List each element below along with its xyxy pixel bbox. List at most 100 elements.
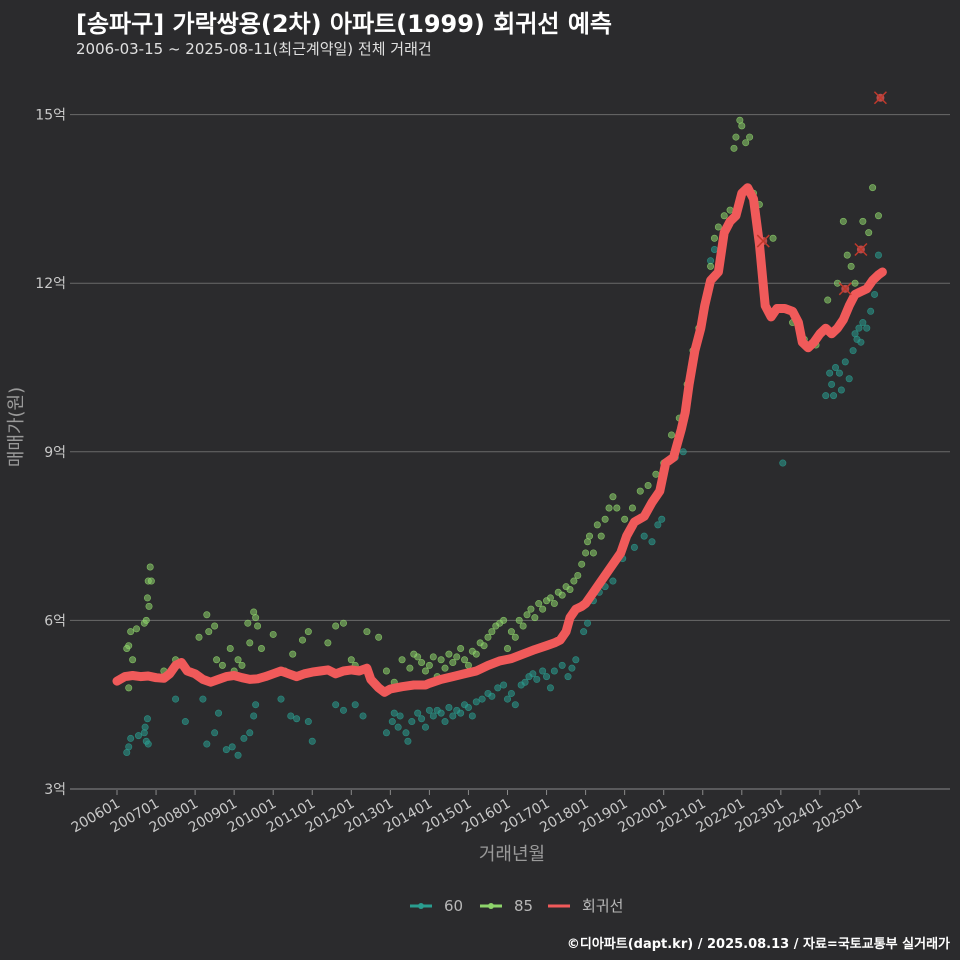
data-point-85 <box>437 656 445 664</box>
data-point-60 <box>710 245 718 253</box>
data-point-60 <box>143 715 151 723</box>
data-point-60 <box>841 358 849 366</box>
legend-label: 85 <box>514 897 533 915</box>
data-point-85 <box>246 639 254 647</box>
data-point-85 <box>874 212 882 220</box>
data-point-85 <box>869 184 877 192</box>
data-point-85 <box>484 633 492 641</box>
data-point-60 <box>494 684 502 692</box>
data-point-60 <box>125 743 133 751</box>
data-point-85 <box>429 653 437 661</box>
legend-item-s85: 85 <box>480 897 533 915</box>
y-tick-labels: 3억 6억 9억 12억 15억 <box>35 108 66 798</box>
data-point-85 <box>142 616 150 624</box>
outlier-marker <box>873 91 887 105</box>
data-point-60 <box>654 521 662 529</box>
data-point-60 <box>855 324 863 332</box>
data-point-60 <box>234 751 242 759</box>
data-point-85 <box>147 577 155 585</box>
data-point-85 <box>550 600 558 608</box>
gridlines <box>70 114 950 795</box>
data-point-60 <box>252 701 260 709</box>
data-point-85 <box>418 659 426 667</box>
data-point-85 <box>515 616 523 624</box>
data-point-85 <box>605 504 613 512</box>
data-point-85 <box>644 482 652 490</box>
data-point-60 <box>228 743 236 751</box>
data-point-60 <box>304 718 312 726</box>
data-point-60 <box>388 718 396 726</box>
data-point-85 <box>244 619 252 627</box>
data-point-85 <box>234 656 242 664</box>
data-point-85 <box>824 296 832 304</box>
data-point-85 <box>398 656 406 664</box>
data-point-60 <box>837 386 845 394</box>
data-point-85 <box>847 262 855 270</box>
data-point-60 <box>584 619 592 627</box>
data-point-85 <box>127 628 135 636</box>
data-point-85 <box>710 234 718 242</box>
data-point-85 <box>133 625 141 633</box>
y-tick-label: 12억 <box>35 276 66 292</box>
data-point-85 <box>519 622 527 630</box>
data-point-85 <box>252 614 260 622</box>
data-point-60 <box>822 392 830 400</box>
data-point-85 <box>839 217 847 225</box>
data-point-60 <box>181 718 189 726</box>
data-point-60 <box>863 324 871 332</box>
data-point-85 <box>558 591 566 599</box>
data-point-60 <box>511 701 519 709</box>
data-point-85 <box>453 653 461 661</box>
data-point-60 <box>250 712 258 720</box>
data-point-85 <box>382 667 390 675</box>
outlier-marker <box>756 234 770 248</box>
data-point-60 <box>835 369 843 377</box>
data-point-85 <box>414 653 422 661</box>
data-point-60 <box>134 732 142 740</box>
data-point-60 <box>539 667 547 675</box>
data-point-60 <box>172 695 180 703</box>
data-point-60 <box>507 689 515 697</box>
y-tick-label: 6억 <box>44 613 66 629</box>
data-point-85 <box>375 633 383 641</box>
data-point-85 <box>254 622 262 630</box>
data-point-60 <box>857 338 865 346</box>
legend-swatch-dot <box>488 903 494 909</box>
data-point-60 <box>445 704 453 712</box>
data-point-60 <box>543 673 551 681</box>
data-point-60 <box>308 737 316 745</box>
data-point-85 <box>211 622 219 630</box>
scatter-points <box>121 116 882 759</box>
data-point-60 <box>658 515 666 523</box>
data-point-85 <box>363 628 371 636</box>
data-point-60 <box>287 712 295 720</box>
data-point-60 <box>222 746 230 754</box>
data-point-85 <box>269 630 277 638</box>
data-point-85 <box>500 616 508 624</box>
data-point-85 <box>527 605 535 613</box>
data-point-60 <box>859 319 867 327</box>
data-point-60 <box>359 712 367 720</box>
data-point-60 <box>564 673 572 681</box>
data-point-85 <box>566 585 574 593</box>
data-point-60 <box>832 363 840 371</box>
data-point-85 <box>742 139 750 147</box>
y-axis-title: 매매가(원) <box>6 387 27 467</box>
data-point-85 <box>332 622 340 630</box>
data-point-60 <box>199 695 207 703</box>
data-point-85 <box>195 633 203 641</box>
data-point-85 <box>593 521 601 529</box>
source-credit: ©디아파트(dapt.kr) / 2025.08.13 / 자료=국토교통부 실… <box>566 937 950 952</box>
data-point-60 <box>390 709 398 717</box>
regression-line-group <box>112 183 887 697</box>
data-point-85 <box>769 234 777 242</box>
data-point-85 <box>472 650 480 658</box>
data-point-85 <box>851 279 859 287</box>
data-point-60 <box>568 664 576 672</box>
data-point-60 <box>521 678 529 686</box>
data-point-85 <box>859 217 867 225</box>
data-point-60 <box>500 681 508 689</box>
data-point-85 <box>597 532 605 540</box>
data-point-85 <box>347 656 355 664</box>
